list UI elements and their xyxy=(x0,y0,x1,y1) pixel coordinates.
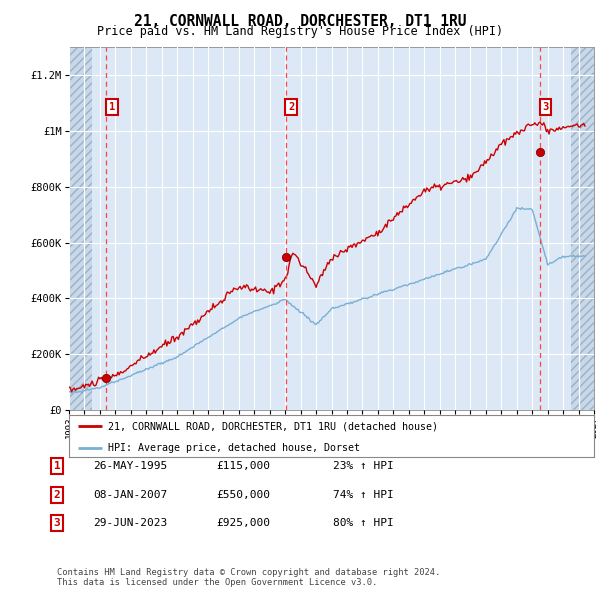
Text: £115,000: £115,000 xyxy=(216,461,270,471)
Text: 1: 1 xyxy=(109,102,115,112)
Text: 3: 3 xyxy=(53,518,61,528)
Text: Contains HM Land Registry data © Crown copyright and database right 2024.
This d: Contains HM Land Registry data © Crown c… xyxy=(57,568,440,587)
Text: 21, CORNWALL ROAD, DORCHESTER, DT1 1RU: 21, CORNWALL ROAD, DORCHESTER, DT1 1RU xyxy=(134,14,466,29)
Text: 08-JAN-2007: 08-JAN-2007 xyxy=(93,490,167,500)
Bar xyxy=(571,47,594,410)
Text: £550,000: £550,000 xyxy=(216,490,270,500)
Text: £925,000: £925,000 xyxy=(216,518,270,528)
Bar xyxy=(69,47,92,410)
Text: 29-JUN-2023: 29-JUN-2023 xyxy=(93,518,167,528)
Text: 26-MAY-1995: 26-MAY-1995 xyxy=(93,461,167,471)
Text: HPI: Average price, detached house, Dorset: HPI: Average price, detached house, Dors… xyxy=(109,443,361,453)
Text: 2: 2 xyxy=(288,102,294,112)
Text: 21, CORNWALL ROAD, DORCHESTER, DT1 1RU (detached house): 21, CORNWALL ROAD, DORCHESTER, DT1 1RU (… xyxy=(109,421,439,431)
Text: 80% ↑ HPI: 80% ↑ HPI xyxy=(333,518,394,528)
Text: 1: 1 xyxy=(53,461,61,471)
Bar xyxy=(69,47,92,410)
Bar xyxy=(571,47,594,410)
Text: 74% ↑ HPI: 74% ↑ HPI xyxy=(333,490,394,500)
Text: Price paid vs. HM Land Registry's House Price Index (HPI): Price paid vs. HM Land Registry's House … xyxy=(97,25,503,38)
Text: 23% ↑ HPI: 23% ↑ HPI xyxy=(333,461,394,471)
Text: 3: 3 xyxy=(542,102,548,112)
Text: 2: 2 xyxy=(53,490,61,500)
